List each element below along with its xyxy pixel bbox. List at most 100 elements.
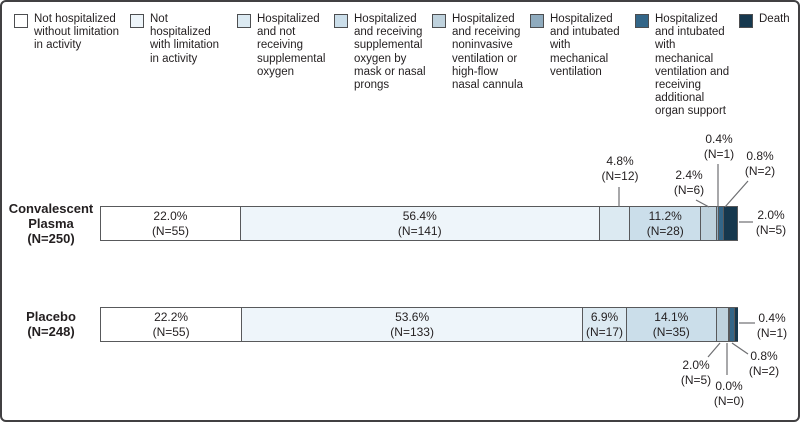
legend-item: Death (739, 13, 798, 28)
segment-count: (N=1) (756, 325, 788, 340)
legend-item: Hospitalized and not receiving supplemen… (237, 13, 334, 79)
segment-percent: 0.8% (746, 149, 774, 163)
segment-inline-label: 6.9% (N=17) (586, 310, 623, 339)
segment-count: (N=141) (397, 223, 442, 238)
segment-callout-label: 0.0% (N=0) (714, 379, 744, 408)
segment-callout-label: 2.0% (N=5) (681, 358, 711, 387)
segment-percent: 11.2% (648, 209, 682, 223)
legend-swatch-icon (635, 14, 649, 28)
legend-item-label: Death (759, 13, 790, 25)
segment-callout-label: 0.8% (N=2) (745, 149, 775, 178)
legend-item-label: Not hospitalized with limitation in acti… (150, 13, 220, 65)
segment-percent: 2.4% (675, 168, 703, 182)
segment-count: (N=133) (390, 324, 434, 339)
legend-item: Hospitalized and intubated with mechanic… (530, 13, 635, 79)
legend-item: Hospitalized and intubated with mechanic… (635, 13, 739, 119)
legend-swatch-icon (530, 14, 544, 28)
bar-segment (735, 308, 738, 341)
segment-count: (N=55) (152, 324, 190, 339)
segment-percent: 2.0% (682, 358, 710, 372)
legend-item-label: Hospitalized and intubated with mechanic… (655, 13, 730, 118)
bar-segment: 6.9% (N=17) (583, 308, 627, 341)
segment-count: (N=6) (673, 182, 705, 197)
segment-percent: 0.8% (750, 349, 778, 363)
row-label: Convalescent Plasma (N=250) (6, 201, 96, 246)
legend-item-label: Not hospitalized without limitation in a… (34, 13, 120, 52)
legend-swatch-icon (739, 14, 753, 28)
bar-segment (730, 308, 736, 341)
segment-inline-label: 11.2% (N=28) (647, 209, 684, 238)
bar-segment (599, 207, 631, 240)
segment-percent: 0.0% (715, 379, 743, 393)
bar-segment: 22.0% (N=55) (101, 207, 241, 240)
legend-item: Not hospitalized without limitation in a… (14, 13, 130, 53)
bar-segment: 56.4% (N=141) (240, 207, 600, 240)
legend-item-label: Hospitalized and receiving noninvasive v… (452, 13, 523, 92)
legend-item: Hospitalized and receiving noninvasive v… (432, 13, 530, 92)
row-label-line: (N=250) (27, 231, 75, 246)
callout-line (707, 342, 721, 358)
legend-swatch-icon (334, 14, 348, 28)
legend-item: Hospitalized and receiving supplemental … (334, 13, 432, 92)
callout-line (724, 180, 749, 208)
segment-count: (N=2) (748, 363, 780, 378)
legend-item-label: Hospitalized and receiving supplemental … (354, 13, 426, 92)
bar-segment: 14.1% (N=35) (626, 308, 717, 341)
segment-percent: 53.6% (395, 310, 430, 324)
segment-count: (N=35) (652, 324, 690, 339)
segment-percent: 0.4% (705, 132, 733, 146)
segment-callout-label: 0.4% (N=1) (704, 132, 734, 161)
bar-segment: 53.6% (N=133) (242, 308, 584, 341)
segment-callout-label: 2.0% (N=5) (756, 208, 786, 237)
segment-percent: 22.0% (153, 209, 188, 223)
segment-percent: 56.4% (402, 209, 437, 223)
segment-count: (N=28) (646, 223, 684, 238)
segment-count: (N=5) (755, 222, 787, 237)
legend: Not hospitalized without limitation in a… (14, 13, 792, 119)
segment-count: (N=5) (680, 372, 712, 387)
segment-callout-label: 0.4% (N=1) (757, 311, 787, 340)
bar-segment (724, 207, 737, 240)
segment-callout-label: 2.4% (N=6) (674, 168, 704, 197)
legend-swatch-icon (130, 14, 144, 28)
segment-count: (N=17) (586, 324, 624, 339)
bar-segment (716, 308, 730, 341)
bar-segment: 22.2% (N=55) (101, 308, 243, 341)
callout-line (731, 342, 749, 355)
segment-percent: 22.2% (154, 310, 189, 324)
legend-swatch-icon (14, 14, 28, 28)
segment-inline-label: 14.1% (N=35) (653, 310, 690, 339)
segment-count: (N=55) (151, 223, 189, 238)
segment-percent: 4.8% (606, 154, 634, 168)
bar-segment (719, 207, 725, 240)
row-label-line: (N=248) (27, 324, 75, 339)
segment-percent: 6.9% (590, 310, 619, 324)
legend-swatch-icon (432, 14, 446, 28)
bar-segment: 11.2% (N=28) (630, 207, 702, 240)
legend-swatch-icon (237, 14, 251, 28)
row-label-line: Plasma (28, 216, 74, 231)
bar-segment (716, 207, 720, 240)
row-label-line: Convalescent (8, 201, 94, 216)
legend-item-label: Hospitalized and intubated with mechanic… (550, 13, 620, 78)
segment-callout-label: 0.8% (N=2) (749, 349, 779, 378)
segment-inline-label: 56.4% (N=141) (398, 209, 442, 238)
legend-item-label: Hospitalized and not receiving supplemen… (257, 13, 326, 78)
segment-count: (N=12) (601, 168, 639, 183)
segment-percent: 0.4% (758, 311, 786, 325)
segment-inline-label: 53.6% (N=133) (390, 310, 434, 339)
row-label-line: Placebo (26, 309, 76, 324)
segment-callout-label: 4.8% (N=12) (601, 154, 638, 183)
bar-segment (701, 207, 717, 240)
legend-item: Not hospitalized with limitation in acti… (130, 13, 237, 66)
bar-segment (729, 308, 731, 341)
segment-count: (N=2) (744, 163, 776, 178)
segment-count: (N=0) (713, 393, 745, 408)
segment-count: (N=1) (703, 146, 735, 161)
stacked-bar: 22.2% (N=55) 53.6% (N=133) 6.9% (N=17) 14.1% (N… (100, 307, 738, 342)
segment-percent: 14.1% (654, 310, 689, 324)
segment-percent: 2.0% (757, 208, 785, 222)
stacked-bar: 22.0% (N=55) 56.4% (N=141) 11.2% (N=28) (100, 206, 738, 241)
row-label: Placebo (N=248) (6, 309, 96, 339)
